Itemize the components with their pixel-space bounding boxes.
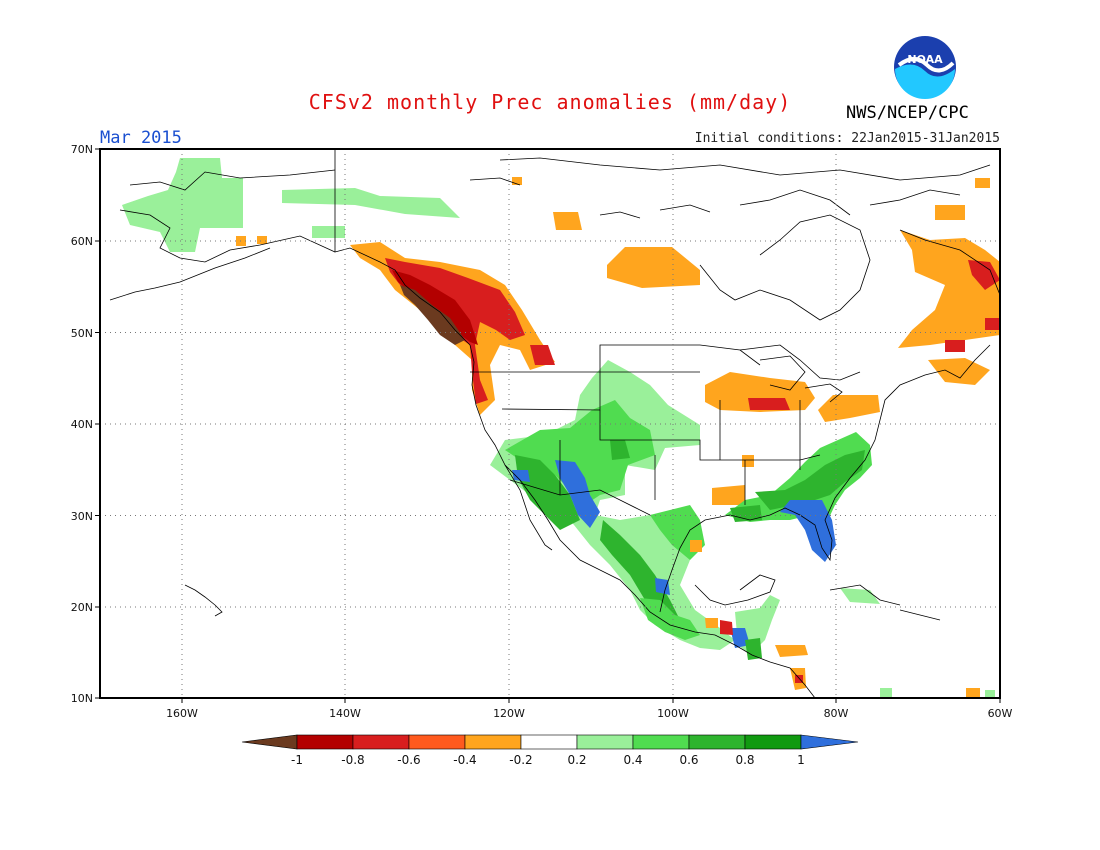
- colorbar-swatch: [352, 734, 410, 750]
- lat-tick-label: 70N: [71, 143, 93, 156]
- lat-tick-label: 20N: [71, 601, 93, 614]
- colorbar-label: 0.8: [735, 753, 754, 767]
- noaa-logo-icon: NOAA: [894, 36, 956, 99]
- lon-tick-label: 60W: [988, 707, 1013, 720]
- lon-tick-label: 100W: [657, 707, 689, 720]
- colorbar-label: 0.6: [679, 753, 698, 767]
- valid-month: Mar 2015: [100, 128, 182, 148]
- lat-tick-label: 30N: [71, 510, 93, 523]
- colorbar-label: -0.4: [453, 753, 476, 767]
- agency-label: NWS/NCEP/CPC: [846, 103, 969, 123]
- lon-tick-label: 120W: [493, 707, 525, 720]
- colorbar-arrow-left: [241, 734, 298, 750]
- colorbar-label: -0.8: [341, 753, 364, 767]
- colorbar-label: 0.2: [567, 753, 586, 767]
- colorbar-label: 0.4: [623, 753, 642, 767]
- chart-title: CFSv2 monthly Prec anomalies (mm/day): [308, 90, 792, 114]
- colorbar-swatch: [296, 734, 354, 750]
- lon-tick-label: 140W: [329, 707, 361, 720]
- colorbar-swatch: [576, 734, 634, 750]
- colorbar-swatch: [632, 734, 690, 750]
- colorbar-swatch: [408, 734, 466, 750]
- colorbar: [241, 734, 859, 750]
- lat-tick-label: 40N: [71, 418, 93, 431]
- colorbar-arrow-right: [800, 734, 859, 750]
- colorbar-label: -1: [291, 753, 303, 767]
- colorbar-label: 1: [797, 753, 805, 767]
- lon-tick-label: 80W: [824, 707, 849, 720]
- colorbar-swatch: [688, 734, 746, 750]
- lon-tick-label: 160W: [166, 707, 198, 720]
- logo-lettering: NOAA: [907, 53, 943, 66]
- colorbar-swatch: [520, 734, 578, 750]
- coastlines: [109, 149, 1000, 698]
- initial-conditions: Initial conditions: 22Jan2015-31Jan2015: [694, 131, 1000, 146]
- colorbar-swatch: [464, 734, 522, 750]
- lat-tick-label: 10N: [71, 692, 93, 705]
- colorbar-label: -0.6: [397, 753, 420, 767]
- tick-marks: [95, 148, 1001, 703]
- colorbar-label: -0.2: [509, 753, 532, 767]
- colorbar-swatch: [744, 734, 802, 750]
- lat-tick-label: 50N: [71, 327, 93, 340]
- lat-tick-label: 60N: [71, 235, 93, 248]
- graticule: [100, 149, 1000, 698]
